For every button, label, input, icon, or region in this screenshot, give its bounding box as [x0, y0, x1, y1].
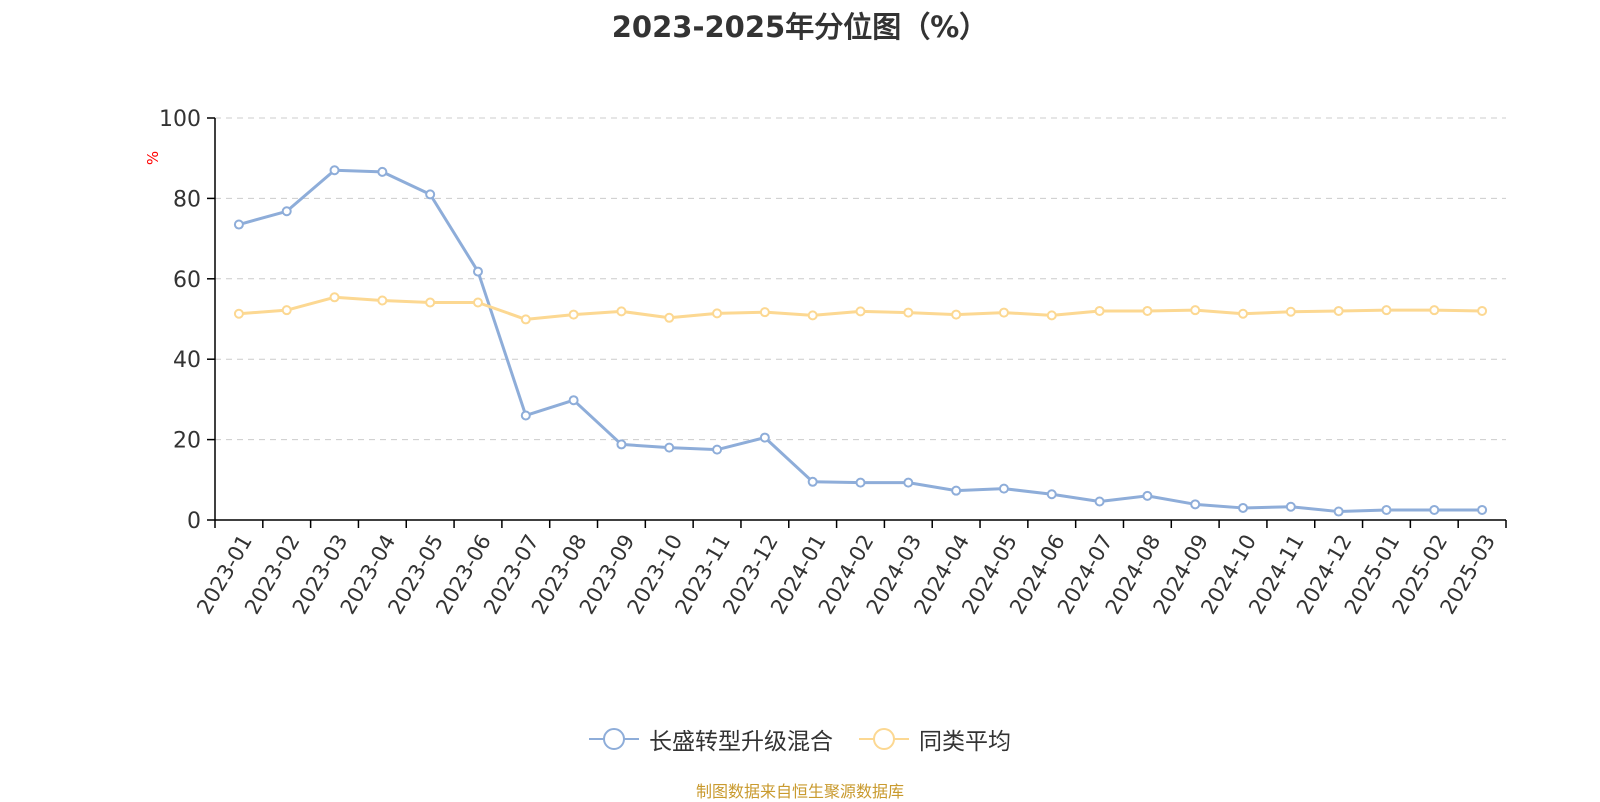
series-line-fund [237, 168, 1484, 514]
data-point-fund [1429, 504, 1440, 515]
data-point-average [855, 306, 866, 317]
data-point-average [1333, 305, 1344, 316]
data-point-average [520, 314, 531, 325]
line-chart: 0204060801002023-012023-022023-032023-04… [144, 107, 1507, 618]
data-point-average [1429, 305, 1440, 316]
y-tick-label: 20 [173, 429, 201, 454]
data-point-average [1381, 305, 1392, 316]
data-point-average [616, 306, 627, 317]
legend-label-average: 同类平均 [919, 729, 1011, 755]
data-point-fund [520, 410, 531, 421]
data-point-average [377, 295, 388, 306]
data-point-average [1046, 310, 1057, 321]
source-note: 制图数据来自恒生聚源数据库 [695, 782, 904, 801]
data-point-fund [759, 432, 770, 443]
data-point-fund [1190, 499, 1201, 510]
data-point-average [1285, 306, 1296, 317]
series-lines [237, 168, 1484, 514]
data-point-average [759, 307, 770, 318]
data-point-fund [712, 444, 723, 455]
legend-swatch-average [859, 728, 909, 750]
data-point-fund [425, 189, 436, 200]
data-point-fund [1094, 496, 1105, 507]
data-point-average [712, 308, 723, 319]
data-point-fund [472, 266, 483, 277]
data-point-average [233, 308, 244, 319]
data-point-fund [855, 477, 866, 488]
axes: 0204060801002023-012023-022023-032023-04… [159, 107, 1507, 618]
data-point-fund [1477, 504, 1488, 515]
data-point-fund [951, 485, 962, 496]
data-point-fund [1238, 502, 1249, 513]
data-point-fund [281, 206, 292, 217]
data-point-average [664, 312, 675, 323]
data-point-fund [616, 439, 627, 450]
data-point-average [998, 307, 1009, 318]
data-point-average [425, 297, 436, 308]
data-point-fund [903, 477, 914, 488]
series-markers [233, 165, 1488, 517]
data-point-fund [233, 219, 244, 230]
data-point-average [903, 307, 914, 318]
data-point-fund [1285, 501, 1296, 512]
y-tick-label: 0 [187, 509, 201, 534]
y-tick-label: 100 [159, 107, 201, 132]
data-point-fund [807, 476, 818, 487]
data-point-fund [1046, 489, 1057, 500]
data-point-average [1094, 305, 1105, 316]
legend-marker-fund [603, 728, 625, 750]
data-point-average [951, 309, 962, 320]
y-axis-label: % [144, 151, 162, 165]
y-tick-label: 60 [173, 268, 201, 293]
legend-swatch-fund [589, 728, 639, 750]
y-tick-label: 80 [173, 187, 201, 212]
data-point-average [807, 310, 818, 321]
data-point-average [1238, 308, 1249, 319]
data-point-average [568, 309, 579, 320]
y-tick-label: 40 [173, 348, 201, 373]
grid-lines [215, 117, 1506, 441]
legend-item-fund[interactable]: 长盛转型升级混合 [589, 722, 833, 756]
chart-title: 2023-2025年分位图（%） [611, 10, 989, 44]
legend-marker-average [873, 728, 895, 750]
data-point-average [1477, 305, 1488, 316]
data-point-fund [568, 395, 579, 406]
data-point-fund [1142, 490, 1153, 501]
legend: 长盛转型升级混合 同类平均 [0, 722, 1600, 756]
data-point-fund [998, 483, 1009, 494]
data-point-fund [1333, 506, 1344, 517]
data-point-average [1142, 305, 1153, 316]
data-point-average [472, 297, 483, 308]
data-point-fund [377, 166, 388, 177]
data-point-fund [329, 165, 340, 176]
data-point-fund [1381, 504, 1392, 515]
data-point-average [281, 305, 292, 316]
data-point-average [1190, 305, 1201, 316]
legend-item-average[interactable]: 同类平均 [859, 722, 1011, 756]
data-point-fund [664, 442, 675, 453]
legend-label-fund: 长盛转型升级混合 [649, 729, 833, 755]
data-point-average [329, 292, 340, 303]
